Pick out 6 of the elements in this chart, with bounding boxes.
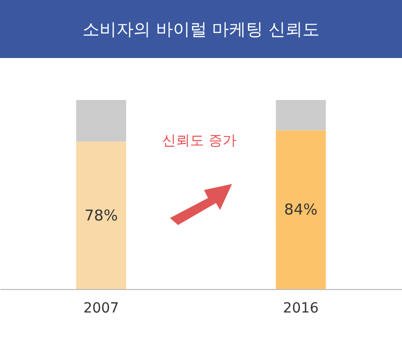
data-label: 78% — [84, 206, 118, 224]
x-tick-label: 2007 — [83, 300, 119, 316]
x-tick-label: 2016 — [283, 300, 319, 316]
annotation: 신뢰도 증가 — [162, 132, 236, 150]
chart-title: 소비자의 바이럴 마케팅 신뢰도 — [0, 0, 402, 58]
data-label: 84% — [284, 200, 318, 219]
